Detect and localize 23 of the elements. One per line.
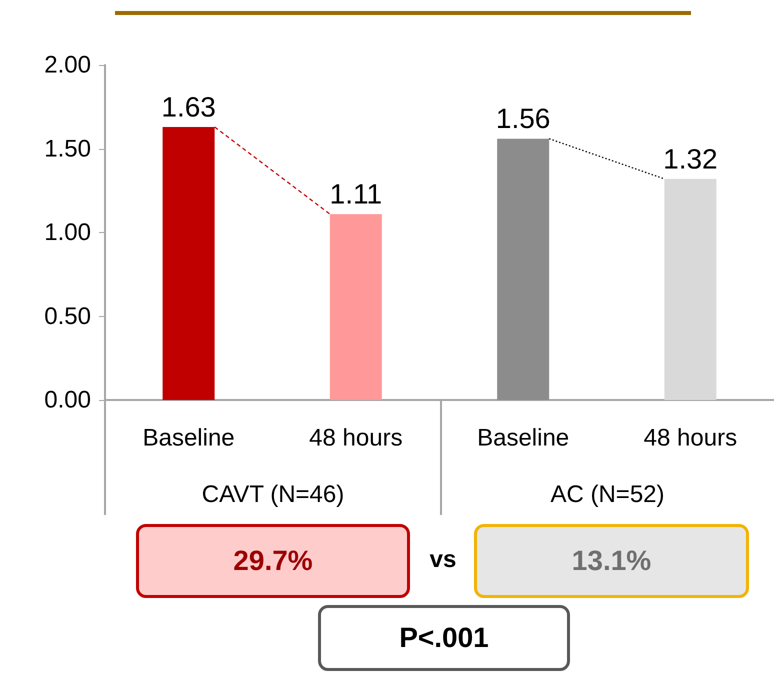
- x-tick-label: Baseline: [477, 424, 570, 452]
- y-tick-label: 1.00: [44, 219, 91, 246]
- bar: [664, 178, 716, 400]
- text: CAVT (N=46): [200, 480, 346, 510]
- text: 29.7%: [136, 524, 410, 598]
- x-tick-label: 48 hours: [309, 424, 403, 452]
- x-tick-label: Baseline: [142, 424, 235, 452]
- data-label: 1.11: [330, 178, 382, 210]
- bar: [497, 138, 550, 400]
- data-label: 1.63: [161, 91, 216, 122]
- data-label: 1.56: [496, 103, 550, 134]
- text: vs: [428, 545, 458, 575]
- data-label: 1.32: [663, 143, 718, 174]
- text: 13.1%: [474, 524, 749, 598]
- bar: [330, 214, 382, 400]
- x-tick-label: 48 hours: [644, 424, 738, 452]
- y-tick-label: 0.50: [44, 302, 91, 330]
- y-tick-label: 2.00: [44, 52, 91, 78]
- text: AC (N=52): [549, 480, 666, 510]
- y-tick-label: 1.50: [44, 135, 91, 162]
- y-tick-label: 0.00: [44, 386, 91, 414]
- text: P<.001: [318, 605, 570, 671]
- bar: [162, 126, 215, 400]
